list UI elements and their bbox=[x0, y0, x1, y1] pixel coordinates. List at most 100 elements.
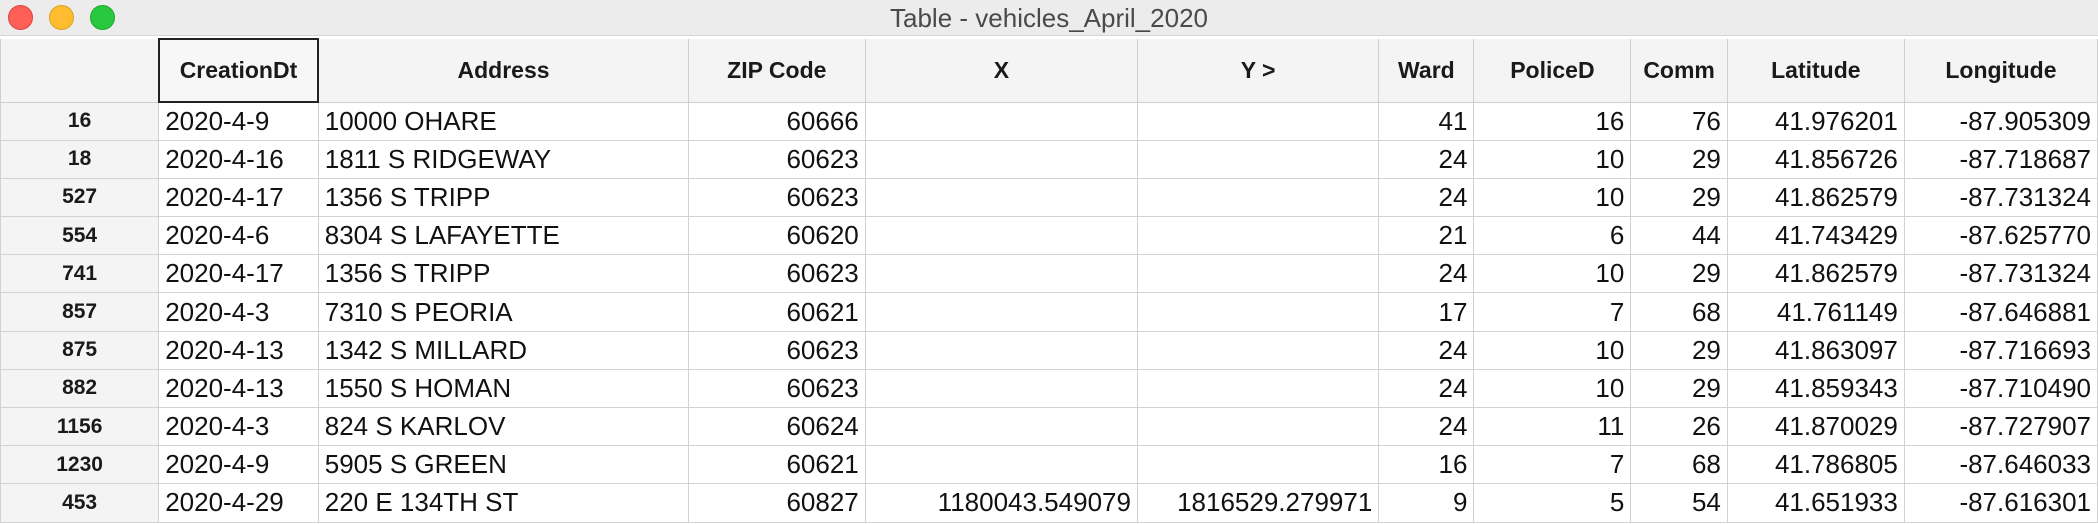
table-row[interactable]: 857 2020-4-3 7310 S PEORIA 60621 17 7 68 41.761… bbox=[0, 292, 2098, 332]
row-header-corner[interactable] bbox=[0, 39, 160, 103]
cell-y[interactable] bbox=[1136, 139, 1380, 179]
cell-policed[interactable]: 5 bbox=[1473, 483, 1632, 523]
cell-x[interactable] bbox=[864, 254, 1138, 294]
cell-y[interactable] bbox=[1136, 216, 1380, 256]
cell-policed[interactable]: 10 bbox=[1473, 254, 1632, 294]
row-header[interactable]: 1156 bbox=[0, 406, 160, 447]
cell-latitude[interactable]: 41.870029 bbox=[1726, 406, 1905, 447]
cell-y[interactable] bbox=[1136, 406, 1380, 447]
cell-creationdt[interactable]: 2020-4-17 bbox=[158, 177, 319, 218]
cell-longitude[interactable]: -87.727907 bbox=[1903, 406, 2098, 447]
cell-x[interactable] bbox=[864, 139, 1138, 179]
cell-longitude[interactable]: -87.625770 bbox=[1903, 216, 2098, 256]
cell-zip-code[interactable]: 60666 bbox=[687, 101, 866, 141]
cell-address[interactable]: 1356 S TRIPP bbox=[317, 254, 689, 294]
cell-ward[interactable]: 24 bbox=[1378, 177, 1475, 218]
cell-y[interactable] bbox=[1136, 292, 1380, 332]
cell-comm[interactable]: 29 bbox=[1630, 330, 1728, 370]
row-header[interactable]: 453 bbox=[0, 483, 160, 523]
column-header-x[interactable]: X bbox=[864, 39, 1138, 103]
cell-zip-code[interactable]: 60623 bbox=[687, 254, 866, 294]
cell-latitude[interactable]: 41.862579 bbox=[1726, 254, 1905, 294]
cell-comm[interactable]: 68 bbox=[1630, 292, 1728, 332]
cell-address[interactable]: 8304 S LAFAYETTE bbox=[317, 216, 689, 256]
cell-creationdt[interactable]: 2020-4-16 bbox=[158, 139, 319, 179]
cell-longitude[interactable]: -87.646033 bbox=[1903, 445, 2098, 485]
row-header[interactable]: 18 bbox=[0, 139, 160, 179]
cell-y[interactable] bbox=[1136, 330, 1380, 370]
column-header-longitude[interactable]: Longitude bbox=[1903, 39, 2098, 103]
cell-address[interactable]: 5905 S GREEN bbox=[317, 445, 689, 485]
row-header[interactable]: 741 bbox=[0, 254, 160, 294]
cell-ward[interactable]: 21 bbox=[1378, 216, 1475, 256]
cell-longitude[interactable]: -87.646881 bbox=[1903, 292, 2098, 332]
data-table[interactable]: CreationDt Address ZIP Code X Y > Ward P… bbox=[0, 38, 2098, 523]
cell-zip-code[interactable]: 60623 bbox=[687, 330, 866, 370]
column-header-address[interactable]: Address bbox=[317, 39, 689, 103]
cell-creationdt[interactable]: 2020-4-6 bbox=[158, 216, 319, 256]
table-row[interactable]: 882 2020-4-13 1550 S HOMAN 60623 24 10 29 41.85… bbox=[0, 368, 2098, 409]
row-header[interactable]: 857 bbox=[0, 292, 160, 332]
cell-address[interactable]: 7310 S PEORIA bbox=[317, 292, 689, 332]
cell-comm[interactable]: 29 bbox=[1630, 254, 1728, 294]
column-header-zip-code[interactable]: ZIP Code bbox=[687, 39, 866, 103]
cell-latitude[interactable]: 41.786805 bbox=[1726, 445, 1905, 485]
cell-creationdt[interactable]: 2020-4-9 bbox=[158, 445, 319, 485]
cell-policed[interactable]: 6 bbox=[1473, 216, 1632, 256]
cell-latitude[interactable]: 41.863097 bbox=[1726, 330, 1905, 370]
cell-x[interactable] bbox=[864, 292, 1138, 332]
cell-policed[interactable]: 10 bbox=[1473, 139, 1632, 179]
cell-x[interactable] bbox=[864, 330, 1138, 370]
cell-comm[interactable]: 29 bbox=[1630, 139, 1728, 179]
column-header-creationdt[interactable]: CreationDt bbox=[157, 38, 320, 103]
cell-zip-code[interactable]: 60620 bbox=[687, 216, 866, 256]
cell-latitude[interactable]: 41.651933 bbox=[1726, 483, 1905, 523]
cell-y[interactable] bbox=[1136, 368, 1380, 409]
cell-zip-code[interactable]: 60621 bbox=[687, 292, 866, 332]
cell-comm[interactable]: 76 bbox=[1630, 101, 1728, 141]
table-row[interactable]: 1156 2020-4-3 824 S KARLOV 60624 24 11 26 41.87… bbox=[0, 406, 2098, 447]
cell-policed[interactable]: 10 bbox=[1473, 177, 1632, 218]
cell-longitude[interactable]: -87.710490 bbox=[1903, 368, 2098, 409]
cell-latitude[interactable]: 41.743429 bbox=[1726, 216, 1905, 256]
row-header[interactable]: 875 bbox=[0, 330, 160, 370]
cell-latitude[interactable]: 41.862579 bbox=[1726, 177, 1905, 218]
cell-zip-code[interactable]: 60827 bbox=[687, 483, 866, 523]
cell-longitude[interactable]: -87.716693 bbox=[1903, 330, 2098, 370]
row-header[interactable]: 554 bbox=[0, 216, 160, 256]
cell-address[interactable]: 1550 S HOMAN bbox=[317, 368, 689, 409]
cell-policed[interactable]: 10 bbox=[1473, 330, 1632, 370]
cell-creationdt[interactable]: 2020-4-29 bbox=[158, 483, 319, 523]
cell-comm[interactable]: 44 bbox=[1630, 216, 1728, 256]
cell-creationdt[interactable]: 2020-4-3 bbox=[158, 292, 319, 332]
cell-x[interactable] bbox=[864, 368, 1138, 409]
row-header[interactable]: 527 bbox=[0, 177, 160, 218]
column-header-comm[interactable]: Comm bbox=[1630, 39, 1728, 103]
cell-latitude[interactable]: 41.859343 bbox=[1726, 368, 1905, 409]
cell-comm[interactable]: 26 bbox=[1630, 406, 1728, 447]
cell-zip-code[interactable]: 60623 bbox=[687, 368, 866, 409]
cell-ward[interactable]: 24 bbox=[1378, 330, 1475, 370]
cell-y[interactable] bbox=[1136, 177, 1380, 218]
cell-creationdt[interactable]: 2020-4-13 bbox=[158, 368, 319, 409]
cell-ward[interactable]: 24 bbox=[1378, 368, 1475, 409]
cell-ward[interactable]: 24 bbox=[1378, 406, 1475, 447]
column-header-policed[interactable]: PoliceD bbox=[1473, 39, 1632, 103]
cell-address[interactable]: 10000 OHARE bbox=[317, 101, 689, 141]
cell-latitude[interactable]: 41.856726 bbox=[1726, 139, 1905, 179]
cell-latitude[interactable]: 41.761149 bbox=[1726, 292, 1905, 332]
cell-address[interactable]: 824 S KARLOV bbox=[317, 406, 689, 447]
table-row[interactable]: 741 2020-4-17 1356 S TRIPP 60623 24 10 29 41.86… bbox=[0, 254, 2098, 294]
table-row[interactable]: 554 2020-4-6 8304 S LAFAYETTE 60620 21 6 44 41.… bbox=[0, 216, 2098, 256]
cell-policed[interactable]: 16 bbox=[1473, 101, 1632, 141]
cell-zip-code[interactable]: 60621 bbox=[687, 445, 866, 485]
cell-address[interactable]: 1342 S MILLARD bbox=[317, 330, 689, 370]
cell-policed[interactable]: 7 bbox=[1473, 445, 1632, 485]
table-row[interactable]: 18 2020-4-16 1811 S RIDGEWAY 60623 24 10 29 41.… bbox=[0, 139, 2098, 179]
cell-zip-code[interactable]: 60624 bbox=[687, 406, 866, 447]
cell-x[interactable] bbox=[864, 406, 1138, 447]
cell-x[interactable] bbox=[864, 445, 1138, 485]
cell-creationdt[interactable]: 2020-4-17 bbox=[158, 254, 319, 294]
cell-latitude[interactable]: 41.976201 bbox=[1726, 101, 1905, 141]
cell-ward[interactable]: 17 bbox=[1378, 292, 1475, 332]
